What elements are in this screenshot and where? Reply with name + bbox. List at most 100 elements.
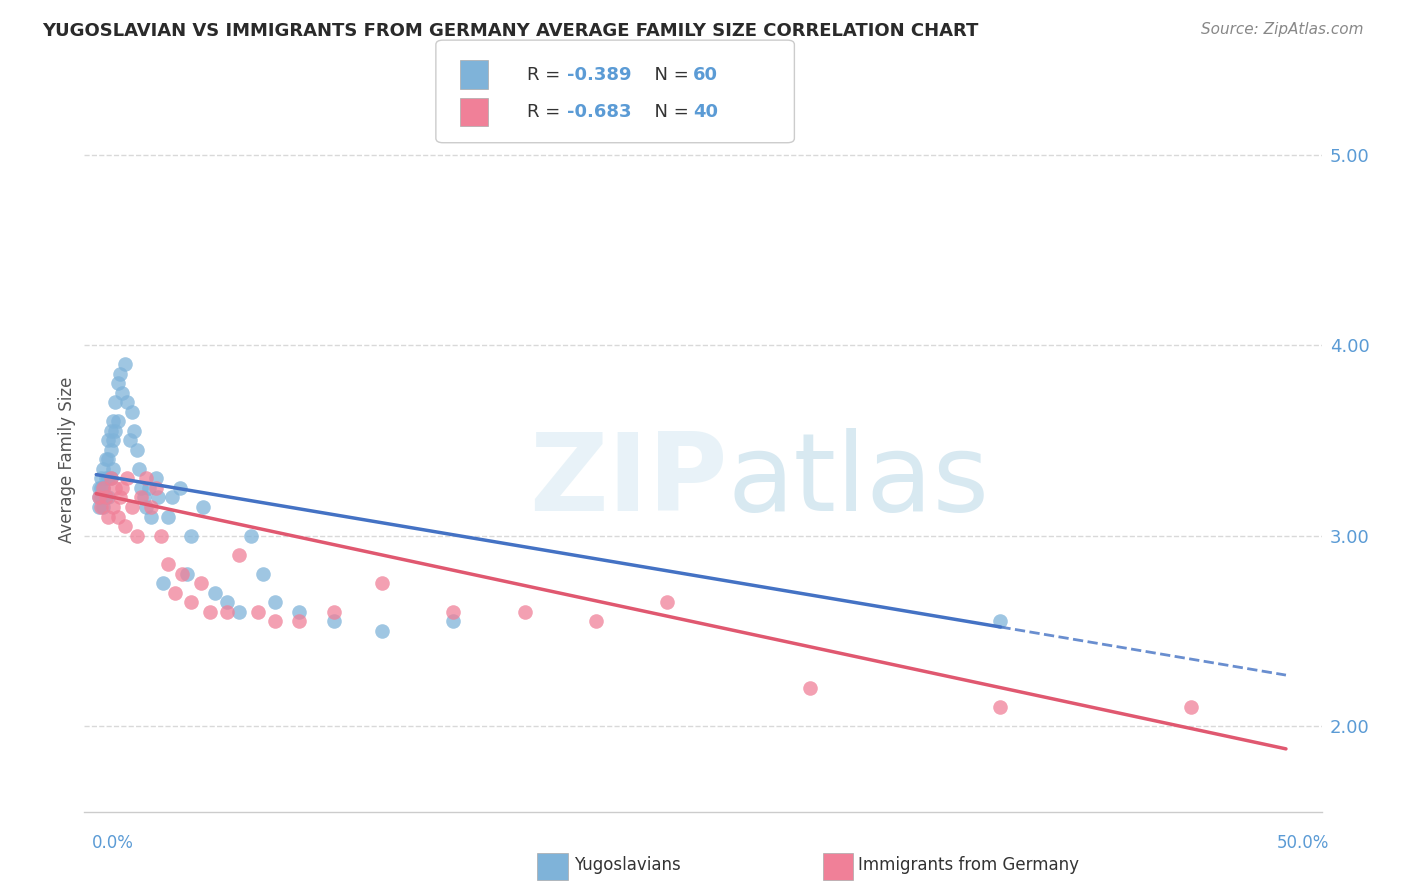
Point xyxy=(263,614,285,628)
Point xyxy=(131,481,153,495)
Point xyxy=(799,681,821,695)
Point xyxy=(87,500,110,514)
Point xyxy=(87,491,110,505)
Text: N =: N = xyxy=(643,103,695,121)
Text: 50.0%: 50.0% xyxy=(1277,834,1329,852)
Point xyxy=(97,471,120,485)
Point xyxy=(93,481,115,495)
Point xyxy=(169,481,191,495)
Point xyxy=(228,605,250,619)
Point xyxy=(104,395,127,409)
Point xyxy=(323,605,346,619)
Point xyxy=(228,548,250,562)
Point xyxy=(371,576,394,591)
Point xyxy=(139,500,162,514)
Point xyxy=(94,452,117,467)
Point xyxy=(93,462,115,476)
Point xyxy=(100,442,122,457)
Point xyxy=(657,595,679,609)
Point xyxy=(180,595,202,609)
Point xyxy=(107,509,129,524)
Point xyxy=(97,452,120,467)
Text: 0.0%: 0.0% xyxy=(91,834,134,852)
Point xyxy=(101,500,124,514)
Point xyxy=(94,471,117,485)
Point xyxy=(104,424,127,438)
Point xyxy=(135,500,157,514)
Point xyxy=(152,576,174,591)
Point xyxy=(163,585,186,599)
Text: R =: R = xyxy=(527,103,567,121)
Point xyxy=(323,614,346,628)
Point xyxy=(111,385,134,400)
Point xyxy=(125,442,148,457)
Point xyxy=(200,605,222,619)
Point xyxy=(170,566,193,581)
Point xyxy=(217,595,239,609)
Text: 60: 60 xyxy=(693,66,718,84)
Point xyxy=(101,434,124,448)
Point xyxy=(131,491,153,505)
Text: YUGOSLAVIAN VS IMMIGRANTS FROM GERMANY AVERAGE FAMILY SIZE CORRELATION CHART: YUGOSLAVIAN VS IMMIGRANTS FROM GERMANY A… xyxy=(42,22,979,40)
Point xyxy=(94,491,117,505)
Point xyxy=(247,605,270,619)
Point xyxy=(87,491,110,505)
Point xyxy=(90,491,112,505)
Text: atlas: atlas xyxy=(728,427,990,533)
Point xyxy=(94,491,117,505)
Point xyxy=(204,585,226,599)
Point xyxy=(239,528,262,542)
Text: N =: N = xyxy=(643,66,695,84)
Point xyxy=(114,357,136,371)
Point xyxy=(990,700,1012,714)
Text: -0.683: -0.683 xyxy=(567,103,631,121)
Point xyxy=(252,566,274,581)
Point xyxy=(263,595,285,609)
Point xyxy=(101,414,124,428)
Point xyxy=(146,491,169,505)
Point xyxy=(93,481,115,495)
Point xyxy=(138,481,160,495)
Point xyxy=(121,500,143,514)
Y-axis label: Average Family Size: Average Family Size xyxy=(58,376,76,542)
Text: ZIP: ZIP xyxy=(529,427,728,533)
Point xyxy=(111,481,134,495)
Point xyxy=(180,528,202,542)
Point xyxy=(100,424,122,438)
Point xyxy=(97,434,120,448)
Point xyxy=(93,500,115,514)
Point xyxy=(90,471,112,485)
Point xyxy=(162,491,184,505)
Point xyxy=(97,509,120,524)
Point xyxy=(100,471,122,485)
Point xyxy=(190,576,212,591)
Point xyxy=(101,462,124,476)
Point xyxy=(139,509,162,524)
Text: R =: R = xyxy=(527,66,567,84)
Point xyxy=(108,491,131,505)
Point xyxy=(149,528,172,542)
Point xyxy=(87,481,110,495)
Point xyxy=(128,462,150,476)
Point xyxy=(115,395,138,409)
Point xyxy=(513,605,536,619)
Point xyxy=(124,424,146,438)
Text: 40: 40 xyxy=(693,103,718,121)
Point xyxy=(441,614,464,628)
Point xyxy=(132,491,155,505)
Point xyxy=(118,434,141,448)
Point xyxy=(104,481,127,495)
Point xyxy=(193,500,215,514)
Point xyxy=(145,481,167,495)
Point xyxy=(371,624,394,638)
Point xyxy=(125,528,148,542)
Point xyxy=(156,509,179,524)
Point xyxy=(1180,700,1202,714)
Point xyxy=(107,376,129,391)
Point xyxy=(145,471,167,485)
Point xyxy=(287,605,309,619)
Point xyxy=(217,605,239,619)
Point xyxy=(121,405,143,419)
Point xyxy=(156,557,179,571)
Text: -0.389: -0.389 xyxy=(567,66,631,84)
